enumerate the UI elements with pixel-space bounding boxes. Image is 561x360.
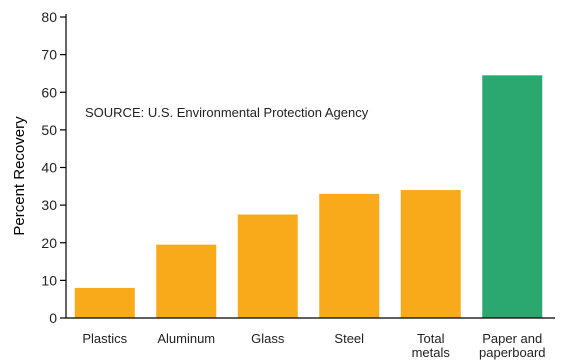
y-tick-label: 0 (49, 310, 57, 326)
y-tick-label: 60 (41, 84, 57, 100)
source-annotation: SOURCE: U.S. Environmental Protection Ag… (85, 105, 369, 120)
y-tick-label: 70 (41, 47, 57, 63)
y-axis-title-group: Percent Recovery (11, 116, 28, 236)
x-category-label: Paper and (482, 331, 542, 346)
bar (156, 244, 217, 318)
y-tick-label: 20 (41, 235, 57, 251)
x-category-label: Steel (334, 331, 364, 346)
y-tick-label: 50 (41, 122, 57, 138)
bar (237, 214, 298, 318)
bars (74, 75, 543, 318)
bar (482, 75, 543, 318)
y-tick-label: 40 (41, 160, 57, 176)
bar (319, 193, 380, 318)
bar (74, 287, 135, 318)
x-category-label: paperboard (479, 345, 546, 360)
y-tick-label: 10 (41, 272, 57, 288)
x-category-label: Total (417, 331, 445, 346)
y-tick-label: 30 (41, 197, 57, 213)
x-category-label: Glass (251, 331, 285, 346)
y-axis: 0 10 20 30 40 50 60 70 80 (41, 9, 66, 326)
y-tick-label: 80 (41, 9, 57, 25)
y-axis-title: Percent Recovery (11, 116, 28, 236)
x-category-label: Aluminum (157, 331, 215, 346)
bar (400, 190, 461, 318)
x-category-label: Plastics (82, 331, 127, 346)
x-category-label: metals (412, 345, 451, 360)
